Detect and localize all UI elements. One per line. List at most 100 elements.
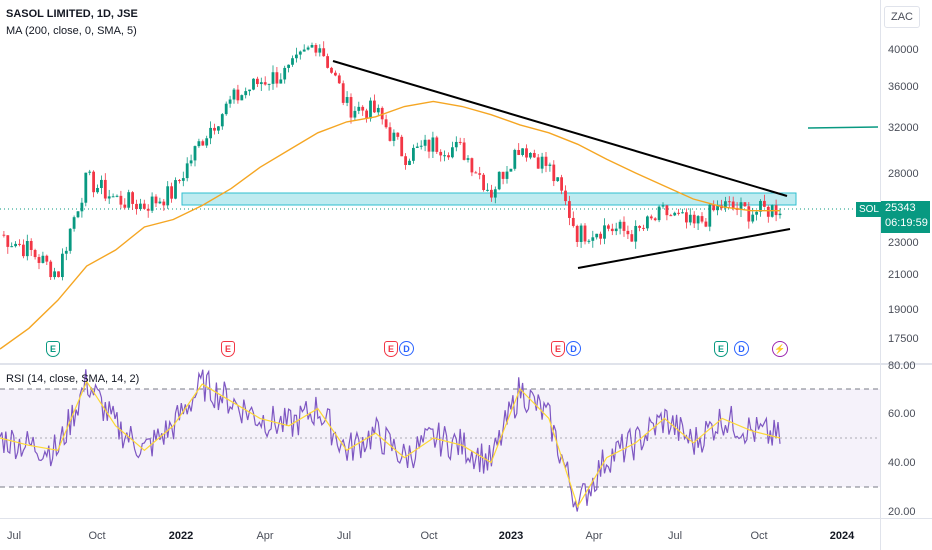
dividend-icon[interactable]: D [566, 341, 581, 356]
candle-body [22, 244, 25, 257]
candle-body [552, 164, 556, 182]
candle-body [248, 89, 251, 92]
earnings-icon[interactable]: E [221, 341, 235, 357]
candle-body [712, 204, 716, 211]
candle-body [135, 203, 138, 210]
candle-body [536, 157, 540, 169]
candle-body [447, 155, 450, 158]
candle-body [142, 203, 146, 209]
candle-body [100, 179, 103, 188]
rsi-chart[interactable] [0, 365, 880, 518]
candle-body [68, 228, 72, 251]
candle-body [29, 240, 33, 250]
candle-body [131, 192, 134, 204]
candle-body [96, 187, 99, 193]
candle-body [747, 206, 751, 222]
time-tick: Oct [88, 530, 106, 542]
pane-separator[interactable] [0, 363, 932, 365]
candle-body [334, 72, 337, 76]
candle-body [330, 67, 333, 73]
candle-body [591, 237, 595, 241]
candle-body [603, 225, 606, 239]
candle-body [185, 163, 189, 179]
candle-body [673, 212, 677, 216]
currency-button[interactable]: ZAC [884, 6, 920, 28]
time-tick: 2024 [829, 530, 855, 542]
earnings-icon[interactable]: E [384, 341, 398, 357]
candle-body [443, 155, 446, 157]
earnings-icon[interactable]: E [714, 341, 728, 357]
candle-body [739, 202, 743, 210]
candle-body [419, 145, 423, 147]
candle-body [314, 45, 318, 53]
candle-body [326, 56, 329, 68]
candle-body [665, 205, 669, 216]
candle-body [427, 139, 431, 152]
lower-trendline [577, 228, 791, 269]
candle-body [778, 213, 782, 216]
candle-body [525, 148, 528, 158]
candle-body [353, 110, 357, 118]
candle-body [376, 107, 380, 113]
candle-body [259, 82, 263, 85]
candle-body [486, 189, 489, 191]
candle-body [107, 196, 111, 199]
split-icon[interactable]: ⚡ [772, 341, 788, 357]
candle-body [84, 172, 88, 203]
candle-body [365, 110, 368, 119]
candle-body [685, 212, 688, 223]
candle-body [380, 107, 384, 120]
candle-body [37, 257, 41, 263]
candle-body [763, 200, 766, 207]
candle-body [755, 211, 758, 215]
rsi-legend[interactable]: RSI (14, close, SMA, 14, 2) [6, 373, 140, 385]
candle-body [384, 119, 388, 128]
candle-body [341, 83, 345, 103]
candle-body [431, 137, 435, 152]
time-tick: Oct [420, 530, 438, 542]
symbol-title[interactable]: SASOL LIMITED, 1D, JSE [6, 8, 138, 20]
candle-body [349, 97, 353, 118]
candle-body [704, 221, 708, 227]
candle-body [201, 141, 205, 146]
candle-body [646, 216, 649, 229]
price-tick: 23000 [888, 237, 919, 249]
candle-body [53, 271, 56, 278]
candle-body [92, 171, 95, 193]
candle-body [493, 189, 497, 198]
candle-body [766, 206, 770, 217]
candle-body [548, 164, 552, 166]
bar-countdown: 06:19:59 [885, 217, 928, 229]
candle-body [224, 103, 228, 115]
price-chart[interactable] [0, 0, 880, 363]
candle-body [642, 227, 645, 229]
candle-body [610, 228, 614, 232]
candle-body [41, 255, 45, 263]
candle-body [618, 221, 622, 229]
candle-body [571, 217, 575, 226]
rsi-line [0, 369, 781, 512]
symbol-badge: SOL [856, 202, 882, 217]
candle-body [14, 243, 17, 247]
earnings-icon[interactable]: E [551, 341, 565, 357]
candle-body [743, 202, 747, 207]
candle-body [509, 168, 513, 172]
candle-body [209, 127, 212, 139]
candle-body [657, 206, 661, 221]
candle-body [626, 230, 630, 235]
candle-body [470, 158, 474, 173]
dividend-icon[interactable]: D [399, 341, 414, 356]
candle-body [88, 171, 92, 173]
ma-legend[interactable]: MA (200, close, 0, SMA, 5) [6, 25, 137, 37]
candle-body [158, 201, 162, 204]
candle-body [45, 255, 49, 262]
dividend-icon[interactable]: D [734, 341, 749, 356]
candle-body [474, 172, 478, 174]
earnings-icon[interactable]: E [46, 341, 60, 357]
candle-body [181, 178, 185, 181]
candle-body [462, 142, 466, 160]
candle-body [400, 136, 404, 157]
candle-body [435, 137, 439, 152]
candle-body [423, 139, 427, 146]
candle-body [439, 151, 443, 156]
